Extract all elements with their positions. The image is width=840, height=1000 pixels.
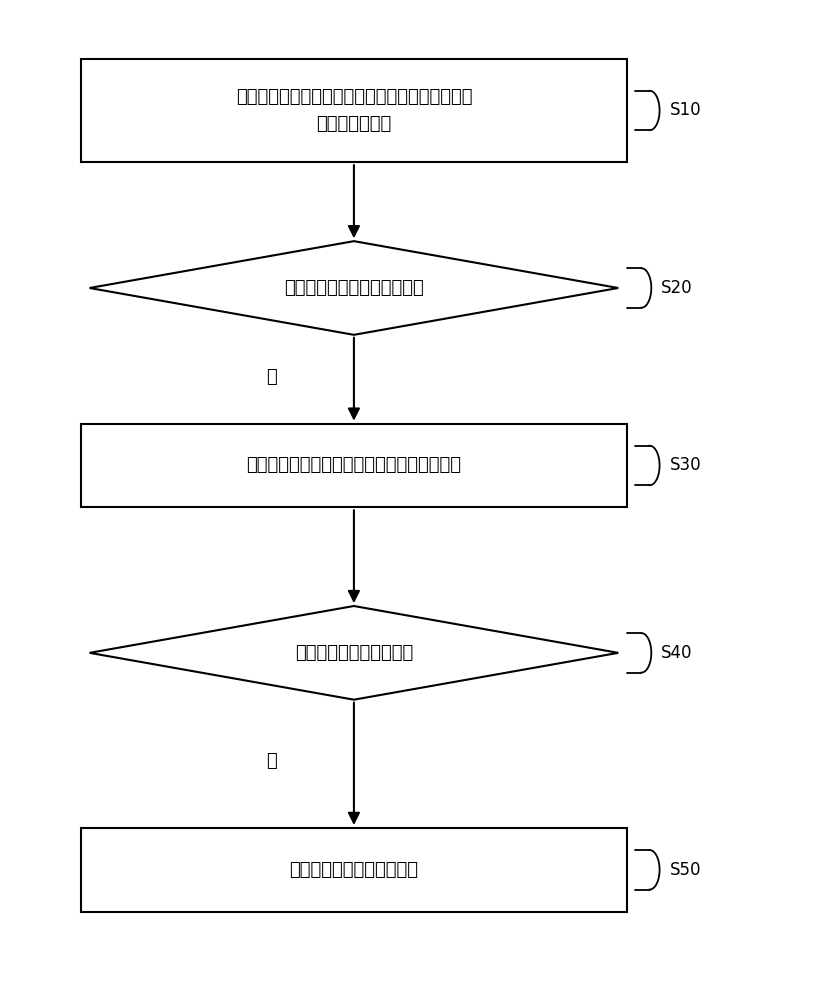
Text: S30: S30 <box>669 456 701 474</box>
Text: S50: S50 <box>669 861 701 879</box>
FancyBboxPatch shape <box>81 828 627 912</box>
Text: 计算目标对象的运动方向与重力方向的偏转角: 计算目标对象的运动方向与重力方向的偏转角 <box>246 456 461 474</box>
Text: 判定目标对象发生跌倒行为: 判定目标对象发生跌倒行为 <box>290 861 418 879</box>
Text: 偏转角是否小于第二阈值: 偏转角是否小于第二阈值 <box>295 644 413 662</box>
Text: S40: S40 <box>661 644 693 662</box>
Text: 获取目标对象的水平方向的第一加速度判定目标对
象发生跌倒行为: 获取目标对象的水平方向的第一加速度判定目标对 象发生跌倒行为 <box>236 88 472 133</box>
Text: S10: S10 <box>669 101 701 119</box>
Text: 是: 是 <box>266 368 276 386</box>
FancyBboxPatch shape <box>81 59 627 162</box>
Text: 第一加速度是否大于第一阈值: 第一加速度是否大于第一阈值 <box>284 279 424 297</box>
Text: S20: S20 <box>661 279 693 297</box>
Polygon shape <box>90 606 618 700</box>
FancyBboxPatch shape <box>81 424 627 507</box>
Polygon shape <box>90 241 618 335</box>
Text: 是: 是 <box>266 752 276 770</box>
